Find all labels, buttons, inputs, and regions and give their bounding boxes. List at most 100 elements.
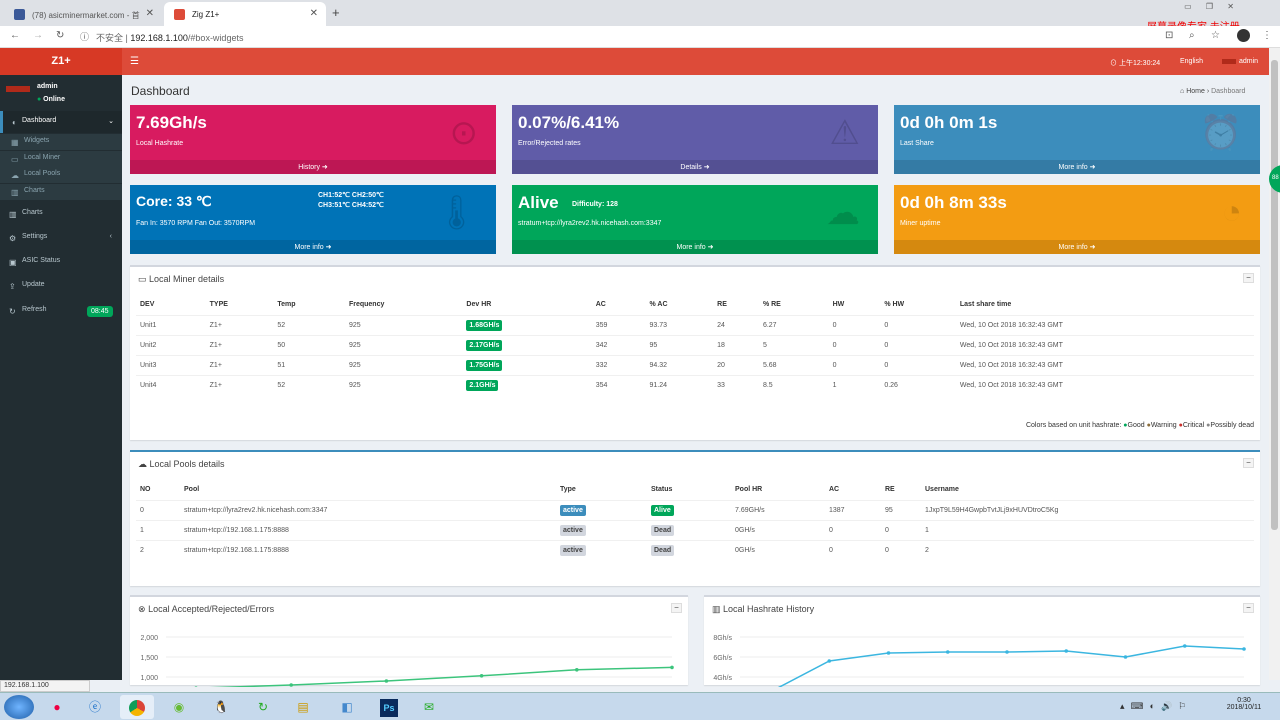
- sidebar-item-refresh[interactable]: ↻ Refresh: [9, 306, 47, 316]
- table-cell: 51: [273, 354, 345, 375]
- side-float-badge[interactable]: 88: [1269, 165, 1280, 193]
- sidebar-item-update[interactable]: ⇪ Update: [9, 281, 45, 291]
- stat-box-temperature: Core: 33 ℃ CH1:52℃ CH2:50℃ CH3:51℃ CH4:5…: [130, 185, 496, 254]
- data-point: [1182, 644, 1187, 648]
- collapse-button[interactable]: −: [1243, 603, 1254, 613]
- table-cell: Wed, 10 Oct 2018 16:32:43 GMT: [955, 334, 1254, 355]
- window-app-icon[interactable]: ◧: [341, 700, 353, 714]
- close-tab-icon[interactable]: ✕: [309, 8, 318, 19]
- sidebar-toggle-icon[interactable]: ☰: [130, 56, 139, 67]
- refresh-timer-badge: 08:45: [87, 306, 113, 317]
- table-cell: Z1+: [205, 374, 274, 395]
- table-cell: 1: [828, 374, 881, 395]
- column-header: Pool HR: [735, 486, 763, 494]
- folder-icon[interactable]: ▤: [297, 700, 309, 714]
- table-cell: Unit3: [136, 354, 206, 375]
- history-link[interactable]: History ➜: [130, 160, 496, 174]
- browser-tab-asicminermarket[interactable]: (78) asicminermarket.com - 首 ✕: [4, 2, 162, 26]
- monitor-icon: ▭: [138, 274, 147, 284]
- pool-details-title: ☁ Local Pools details: [138, 459, 225, 469]
- start-button[interactable]: [4, 695, 34, 719]
- collapse-button[interactable]: −: [1243, 458, 1254, 468]
- table-cell: 0: [881, 519, 921, 540]
- status-badge: 1.68GH/s: [466, 319, 503, 331]
- data-point: [575, 668, 579, 672]
- profile-avatar[interactable]: [1237, 29, 1250, 42]
- main-content: Dashboard ⌂ Home › Dashboard 7.69Gh/s Lo…: [122, 75, 1269, 687]
- bar-chart-icon: ▥: [9, 210, 17, 219]
- hashrate-color-legend: Colors based on unit hashrate: ●Good ●Wa…: [1025, 422, 1254, 429]
- new-tab-button[interactable]: +: [332, 5, 340, 20]
- table-row: 1 stratum+tcp://192.168.1.175:8888 active D…: [136, 519, 1254, 540]
- close-tab-icon[interactable]: ✕: [145, 8, 154, 19]
- browser-tab-zig[interactable]: Zig Z1+ ✕: [164, 2, 326, 26]
- system-tray[interactable]: ▴⌨◐🔊⚐: [1120, 701, 1193, 711]
- table-cell: 95: [881, 499, 921, 520]
- photoshop-icon[interactable]: Ps: [372, 695, 406, 719]
- status-badge: Dead: [651, 544, 675, 556]
- more-info-link[interactable]: More info ➜: [894, 240, 1260, 254]
- bar-chart-icon: ▥: [712, 604, 721, 614]
- status-badge: 2.17GH/s: [466, 339, 503, 351]
- app-icon[interactable]: ◉: [173, 700, 185, 714]
- table-cell: 95: [645, 334, 714, 355]
- language-selector[interactable]: English: [1180, 58, 1203, 65]
- sidebar-item-local-miner[interactable]: ▭ Local Miner: [0, 151, 122, 167]
- data-point: [827, 659, 832, 663]
- chip-icon: ▣: [9, 258, 17, 267]
- table-cell: 5.68: [758, 354, 829, 375]
- taskbar-app-icon[interactable]: ●: [53, 700, 61, 714]
- table-cell: 20: [713, 354, 759, 375]
- refresh-app-icon[interactable]: ↻: [257, 700, 269, 714]
- table-cell: active: [556, 499, 647, 520]
- pool-details-panel: ☁ Local Pools details − NO Pool Type Status…: [130, 450, 1260, 586]
- chart-panel-hashrate: ▥ Local Hashrate History − 8Gh/s 6Gh/s 4Gh…: [704, 595, 1260, 687]
- more-info-link[interactable]: More info ➜: [512, 240, 878, 254]
- warning-icon: ⚠: [829, 114, 860, 152]
- windows-taskbar: ● ⓔ ◉ 🐧 ↻ ▤ ◧ Ps ✉ ▴⌨◐🔊⚐ 0:30 2018/10/11: [0, 692, 1280, 720]
- table-cell: 94.32: [645, 354, 714, 375]
- sidebar-item-dashboard[interactable]: ◐ Dashboard ⌄: [0, 111, 122, 133]
- table-cell: 0: [828, 314, 881, 335]
- table-cell: active: [556, 519, 647, 540]
- sidebar-item-settings[interactable]: ⚙ Settings ‹: [9, 233, 112, 243]
- table-cell: active: [556, 539, 647, 560]
- app-logo[interactable]: Z1+: [0, 48, 122, 75]
- scrollbar-thumb[interactable]: [1271, 60, 1278, 530]
- wechat-icon[interactable]: ✉: [423, 700, 435, 714]
- browser-menu-icon[interactable]: ⋮: [1262, 30, 1272, 41]
- sidebar-item-widgets[interactable]: ▦ Widgets: [0, 134, 122, 150]
- cloud-upload-icon: ☁: [826, 194, 860, 232]
- table-row: Unit1 Z1+ 52 925 1.68GH/s 359 93.73 24 6.27 0 0 Wed…: [136, 314, 1254, 335]
- sidebar-item-asic-status[interactable]: ▣ ASIC Status: [9, 257, 61, 267]
- bookmark-star-icon[interactable]: ☆: [1211, 30, 1220, 41]
- sidebar-item-charts-sub[interactable]: ▥ Charts: [0, 184, 122, 200]
- translate-icon[interactable]: ⊡: [1165, 30, 1174, 41]
- window-controls[interactable]: ▭ ❐ ✕: [1184, 2, 1240, 11]
- chrome-icon[interactable]: [120, 695, 154, 719]
- collapse-button[interactable]: −: [671, 603, 682, 613]
- chart-title-hashrate: ▥ Local Hashrate History: [712, 604, 815, 614]
- data-point: [1123, 655, 1128, 659]
- more-info-link[interactable]: More info ➜: [894, 160, 1260, 174]
- taskbar-clock[interactable]: 0:30 2018/10/11: [1226, 697, 1262, 711]
- collapse-button[interactable]: −: [1243, 273, 1254, 283]
- forward-icon[interactable]: →: [33, 30, 43, 41]
- user-avatar: [1222, 59, 1236, 64]
- user-menu[interactable]: admin: [1239, 58, 1259, 65]
- data-point: [1064, 649, 1069, 653]
- back-icon[interactable]: ←: [10, 30, 20, 41]
- zoom-icon[interactable]: ⌕: [1189, 30, 1195, 41]
- hashrate-history-chart: 8Gh/s 6Gh/s 4Gh/s: [713, 635, 1246, 687]
- more-info-link[interactable]: More info ➜: [130, 240, 496, 254]
- qq-icon[interactable]: 🐧: [213, 700, 229, 714]
- ie-icon[interactable]: ⓔ: [88, 700, 101, 714]
- info-icon[interactable]: ⓘ: [80, 32, 90, 42]
- table-cell: 332: [591, 354, 646, 375]
- sidebar-item-charts[interactable]: ▥ Charts: [9, 209, 43, 219]
- details-link[interactable]: Details ➜: [512, 160, 878, 174]
- sidebar-item-local-pools[interactable]: ☁ Local Pools: [0, 167, 122, 183]
- reload-icon[interactable]: ↻: [56, 30, 65, 41]
- url-field[interactable]: 不安全 | 192.168.1.100/#box-widgets: [96, 33, 244, 43]
- table-cell: 925: [344, 314, 463, 335]
